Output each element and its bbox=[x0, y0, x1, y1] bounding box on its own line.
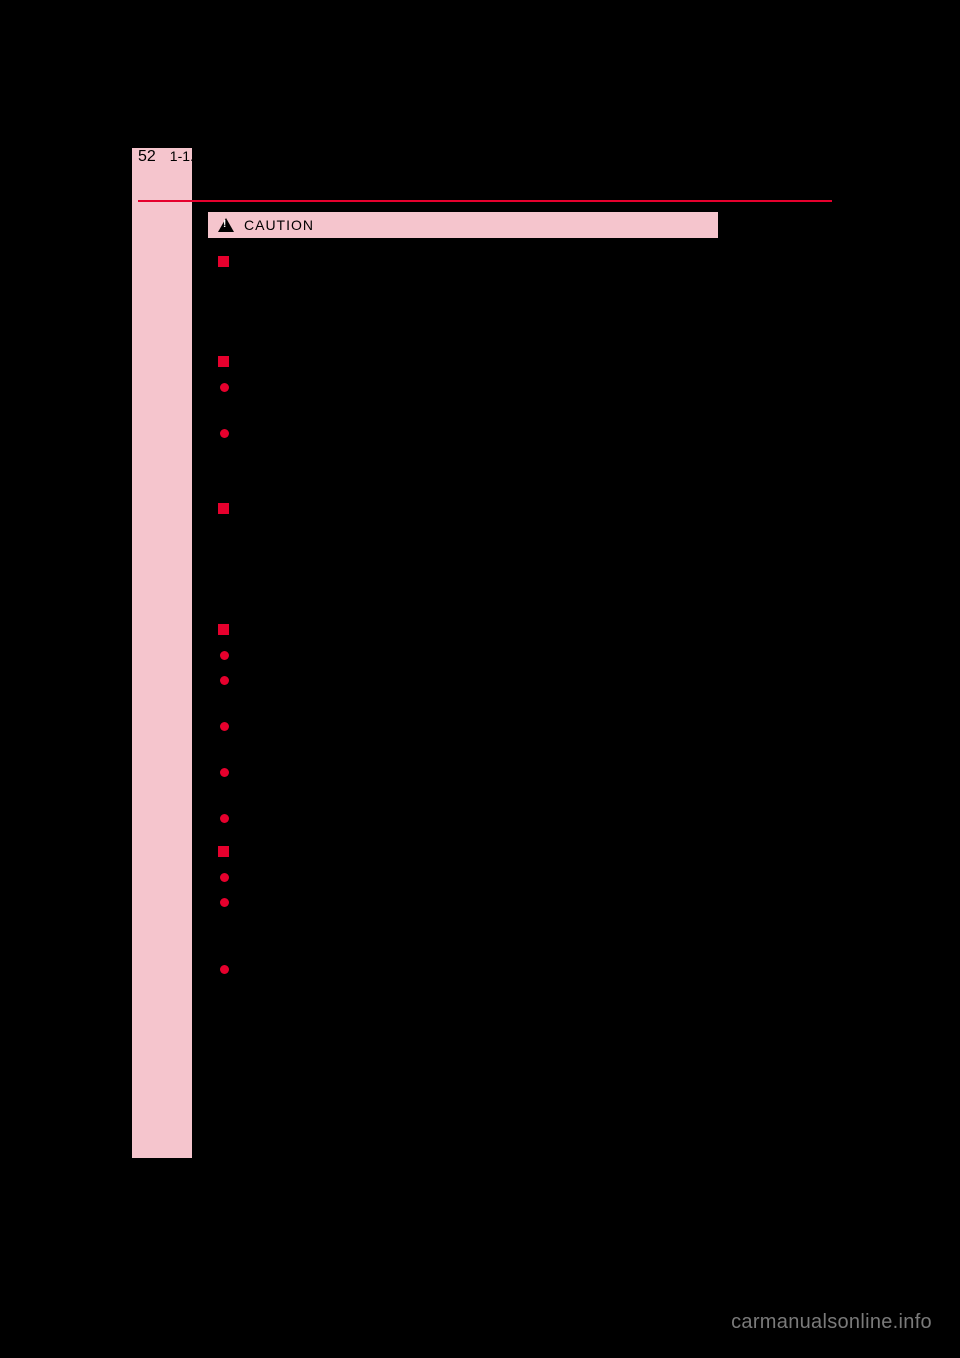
warning-icon bbox=[218, 218, 234, 232]
bullet-text: Do not perform the operations wearing hi… bbox=[239, 716, 812, 758]
bullet-row: Do not perform the operations wearing hi… bbox=[218, 716, 812, 758]
bullet-row: Before canceling the lock, make sure to … bbox=[218, 670, 812, 712]
bullet-text: Pay attention to the followings when can… bbox=[239, 645, 812, 666]
bullet-row: If the seat belt cannot be pulled out af… bbox=[218, 808, 812, 829]
bullet-text: Before canceling the lock, make sure to … bbox=[239, 670, 812, 712]
bullet-text: If the seat belt cannot be pulled out af… bbox=[239, 808, 812, 829]
section-title: When children are in the vehicle bbox=[239, 252, 432, 273]
section-title: Seat belt damage and wear bbox=[239, 499, 405, 520]
bullet-text: Depending on the size of the child restr… bbox=[239, 892, 812, 955]
bullet-text: Always wear your seat belts properly. If… bbox=[239, 423, 812, 486]
bullet-dot-icon bbox=[220, 898, 229, 907]
caution-section: When children are in the vehicle Do not a… bbox=[218, 252, 812, 340]
section-square-icon bbox=[218, 624, 229, 635]
caution-banner: CAUTION bbox=[208, 212, 718, 238]
page-content: 52 1-1. For safe use CAUTION When childr… bbox=[132, 148, 832, 1013]
caution-section: Using a seat belt extender Do not use the… bbox=[218, 842, 812, 1001]
bullet-dot-icon bbox=[220, 676, 229, 685]
watermark: carmanualsonline.info bbox=[731, 1311, 932, 1334]
bullet-dot-icon bbox=[220, 768, 229, 777]
section-title-row: When children are in the vehicle bbox=[218, 252, 812, 273]
bullet-dot-icon bbox=[220, 814, 229, 823]
section-title-row: Seat belt damage and wear bbox=[218, 499, 812, 520]
bullet-text: The personalized extender may not be saf… bbox=[239, 959, 812, 1001]
bullet-dot-icon bbox=[220, 873, 229, 882]
section-square-icon bbox=[218, 256, 229, 267]
bullet-text: After canceling the lock, confirm that t… bbox=[239, 762, 812, 804]
bullet-row: Do not use the seat belt extender when i… bbox=[218, 867, 812, 888]
page-header: 52 1-1. For safe use bbox=[132, 148, 832, 166]
caution-label: CAUTION bbox=[244, 217, 314, 233]
section-title: Seat belt pretensioners bbox=[239, 352, 379, 373]
section-title: When seat belt cannot be pulled out of t… bbox=[239, 620, 624, 641]
section-square-icon bbox=[218, 356, 229, 367]
bullet-dot-icon bbox=[220, 651, 229, 660]
bullet-text: If the pretensioner has activated, the S… bbox=[239, 377, 812, 419]
bullet-dot-icon bbox=[220, 722, 229, 731]
bullet-dot-icon bbox=[220, 429, 229, 438]
caution-section: Seat belt damage and wear Do not damage t… bbox=[218, 499, 812, 608]
section-title-row: Seat belt pretensioners bbox=[218, 352, 812, 373]
section-title-row: Using a seat belt extender bbox=[218, 842, 812, 863]
page-number: 52 bbox=[138, 148, 156, 166]
bullet-row: Always wear your seat belts properly. If… bbox=[218, 423, 812, 486]
bullet-row: Pay attention to the followings when can… bbox=[218, 645, 812, 666]
caution-content: When children are in the vehicle Do not a… bbox=[218, 252, 812, 1001]
section-square-icon bbox=[218, 503, 229, 514]
bullet-row: Depending on the size of the child restr… bbox=[218, 892, 812, 955]
bullet-row: The personalized extender may not be saf… bbox=[218, 959, 812, 1001]
section-square-icon bbox=[218, 846, 229, 857]
caution-section: Seat belt pretensioners If the pretension… bbox=[218, 352, 812, 486]
breadcrumb: 1-1. For safe use bbox=[170, 148, 276, 164]
bullet-dot-icon bbox=[220, 383, 229, 392]
bullet-text: Do not use the seat belt extender when i… bbox=[239, 867, 812, 888]
section-title-row: When seat belt cannot be pulled out of t… bbox=[218, 620, 812, 641]
section-body: Do not allow children to play with the s… bbox=[239, 277, 812, 340]
header-rule bbox=[138, 200, 832, 202]
section-title: Using a seat belt extender bbox=[239, 842, 397, 863]
bullet-dot-icon bbox=[220, 965, 229, 974]
section-body: Do not damage the seat belts by allowing… bbox=[239, 524, 812, 608]
bullet-row: After canceling the lock, confirm that t… bbox=[218, 762, 812, 804]
bullet-row: If the pretensioner has activated, the S… bbox=[218, 377, 812, 419]
caution-section: When seat belt cannot be pulled out of t… bbox=[218, 620, 812, 830]
